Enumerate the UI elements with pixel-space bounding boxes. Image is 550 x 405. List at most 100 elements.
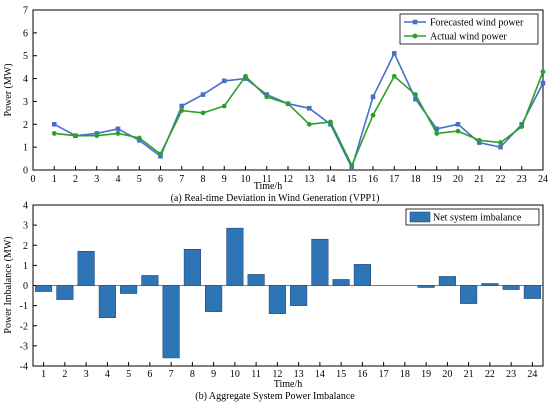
panel-b-caption: (b) Aggregate System Power Imbalance (195, 391, 355, 402)
actual-point (519, 124, 525, 129)
x-tick-label: 6 (147, 369, 152, 380)
x-tick-label: 3 (94, 174, 99, 185)
actual-point (221, 103, 227, 109)
x-tick-label: 10 (241, 174, 251, 185)
x-tick-label: 2 (73, 174, 78, 185)
x-tick-label: 24 (538, 174, 548, 185)
x-axis-label: Time/h (274, 379, 303, 390)
y-tick-label: 1 (23, 261, 28, 272)
y-tick-label: 3 (23, 97, 28, 108)
forecast-point (413, 96, 418, 102)
y-tick-label: -1 (20, 301, 28, 312)
imbalance-bar (460, 285, 478, 304)
x-tick-label: 21 (474, 174, 484, 185)
actual-point (455, 128, 461, 134)
x-tick-label: 17 (389, 174, 399, 185)
x-tick-label: 13 (294, 369, 304, 380)
series-line (53, 51, 544, 170)
imbalance-bar (247, 274, 265, 286)
imbalance-bar (417, 285, 435, 288)
x-tick-label: 0 (31, 174, 36, 185)
forecast-point (455, 121, 461, 127)
y-axis-label: Power (MW) (3, 63, 14, 116)
x-tick-label: 9 (222, 174, 227, 185)
x-tick-label: 15 (347, 174, 357, 185)
legend-marker (412, 19, 418, 25)
imbalance-bar (77, 251, 95, 286)
y-tick-label: 3 (23, 221, 28, 232)
x-tick-label: 24 (527, 369, 537, 380)
series-line (54, 71, 544, 168)
forecast-point (370, 94, 376, 100)
actual-point (285, 101, 291, 107)
x-tick-label: 5 (137, 174, 142, 185)
x-tick-label: 17 (379, 369, 389, 380)
forecast-point (200, 92, 206, 97)
x-tick-label: 16 (368, 174, 378, 185)
x-tick-label: 12 (272, 369, 282, 380)
imbalance-bar (290, 285, 308, 306)
x-tick-label: 3 (84, 369, 89, 380)
forecast-point (306, 105, 312, 111)
imbalance-bar (205, 285, 223, 312)
y-tick-label: 7 (23, 6, 28, 17)
actual-point (158, 151, 163, 157)
x-tick-label: 1 (52, 174, 57, 185)
legend: Forecasted wind power Actual wind power (399, 13, 539, 45)
forecast-point (498, 144, 503, 150)
actual-point (243, 73, 248, 79)
x-axis-label: Time/h (254, 181, 283, 192)
x-tick-label: 15 (336, 369, 346, 380)
x-tick-label: 18 (411, 174, 421, 185)
y-tick-label: 4 (23, 74, 28, 85)
forecast-point (540, 80, 546, 86)
forecast-point (221, 78, 227, 84)
imbalance-bar (332, 279, 350, 286)
imbalance-bar (183, 249, 201, 286)
legend-box (405, 208, 540, 226)
x-tick-label: 6 (158, 174, 163, 185)
x-tick-label: 14 (315, 369, 325, 380)
x-tick-label: 8 (190, 369, 195, 380)
y-tick-label: 0 (23, 281, 28, 292)
x-tick-label: 5 (126, 369, 131, 380)
x-tick-label: 7 (169, 369, 174, 380)
imbalance-bar (438, 276, 456, 286)
x-tick-label: 14 (326, 174, 336, 185)
x-tick-label: 8 (201, 174, 206, 185)
x-tick-label: 12 (283, 174, 293, 185)
panel-a: 0 1 2 3 4 5 6 7 8 9 10 11 12 13 14 15 16 17 18 19 20 21 22 23 24… (3, 6, 548, 205)
forecast-point (51, 121, 57, 127)
imbalance-bar (98, 285, 116, 318)
actual-point (476, 137, 482, 143)
actual-point (136, 135, 142, 141)
imbalance-bar (481, 283, 499, 286)
actual-point (115, 131, 121, 136)
actual-point (413, 92, 418, 97)
actual-point (328, 119, 333, 125)
imbalance-bar (162, 285, 180, 359)
y-axis-label: Power Imbalance (MW) (3, 236, 14, 333)
x-tick-label: 1 (41, 369, 46, 380)
legend-swatch (409, 211, 431, 223)
x-tick-label: 4 (105, 369, 110, 380)
actual-point (73, 133, 78, 139)
panel-a-caption: (a) Real-time Deviation in Wind Generati… (171, 193, 380, 204)
imbalance-bar (353, 264, 371, 286)
x-tick-label: 9 (211, 369, 216, 380)
legend-label: Actual wind power (430, 32, 507, 43)
legend-marker (412, 33, 418, 39)
actual-point (434, 131, 440, 136)
x-tick-label: 11 (262, 174, 272, 185)
actual-point (264, 94, 270, 100)
x-tick-label: 22 (485, 369, 495, 380)
y-tick-label: -3 (20, 341, 28, 352)
imbalance-bar (226, 227, 244, 286)
imbalance-bar (120, 285, 138, 294)
legend: Net system imbalance (405, 208, 540, 226)
y-tick-label: 1 (23, 143, 28, 154)
x-tick-label: 20 (453, 174, 463, 185)
x-tick-label: 13 (304, 174, 314, 185)
